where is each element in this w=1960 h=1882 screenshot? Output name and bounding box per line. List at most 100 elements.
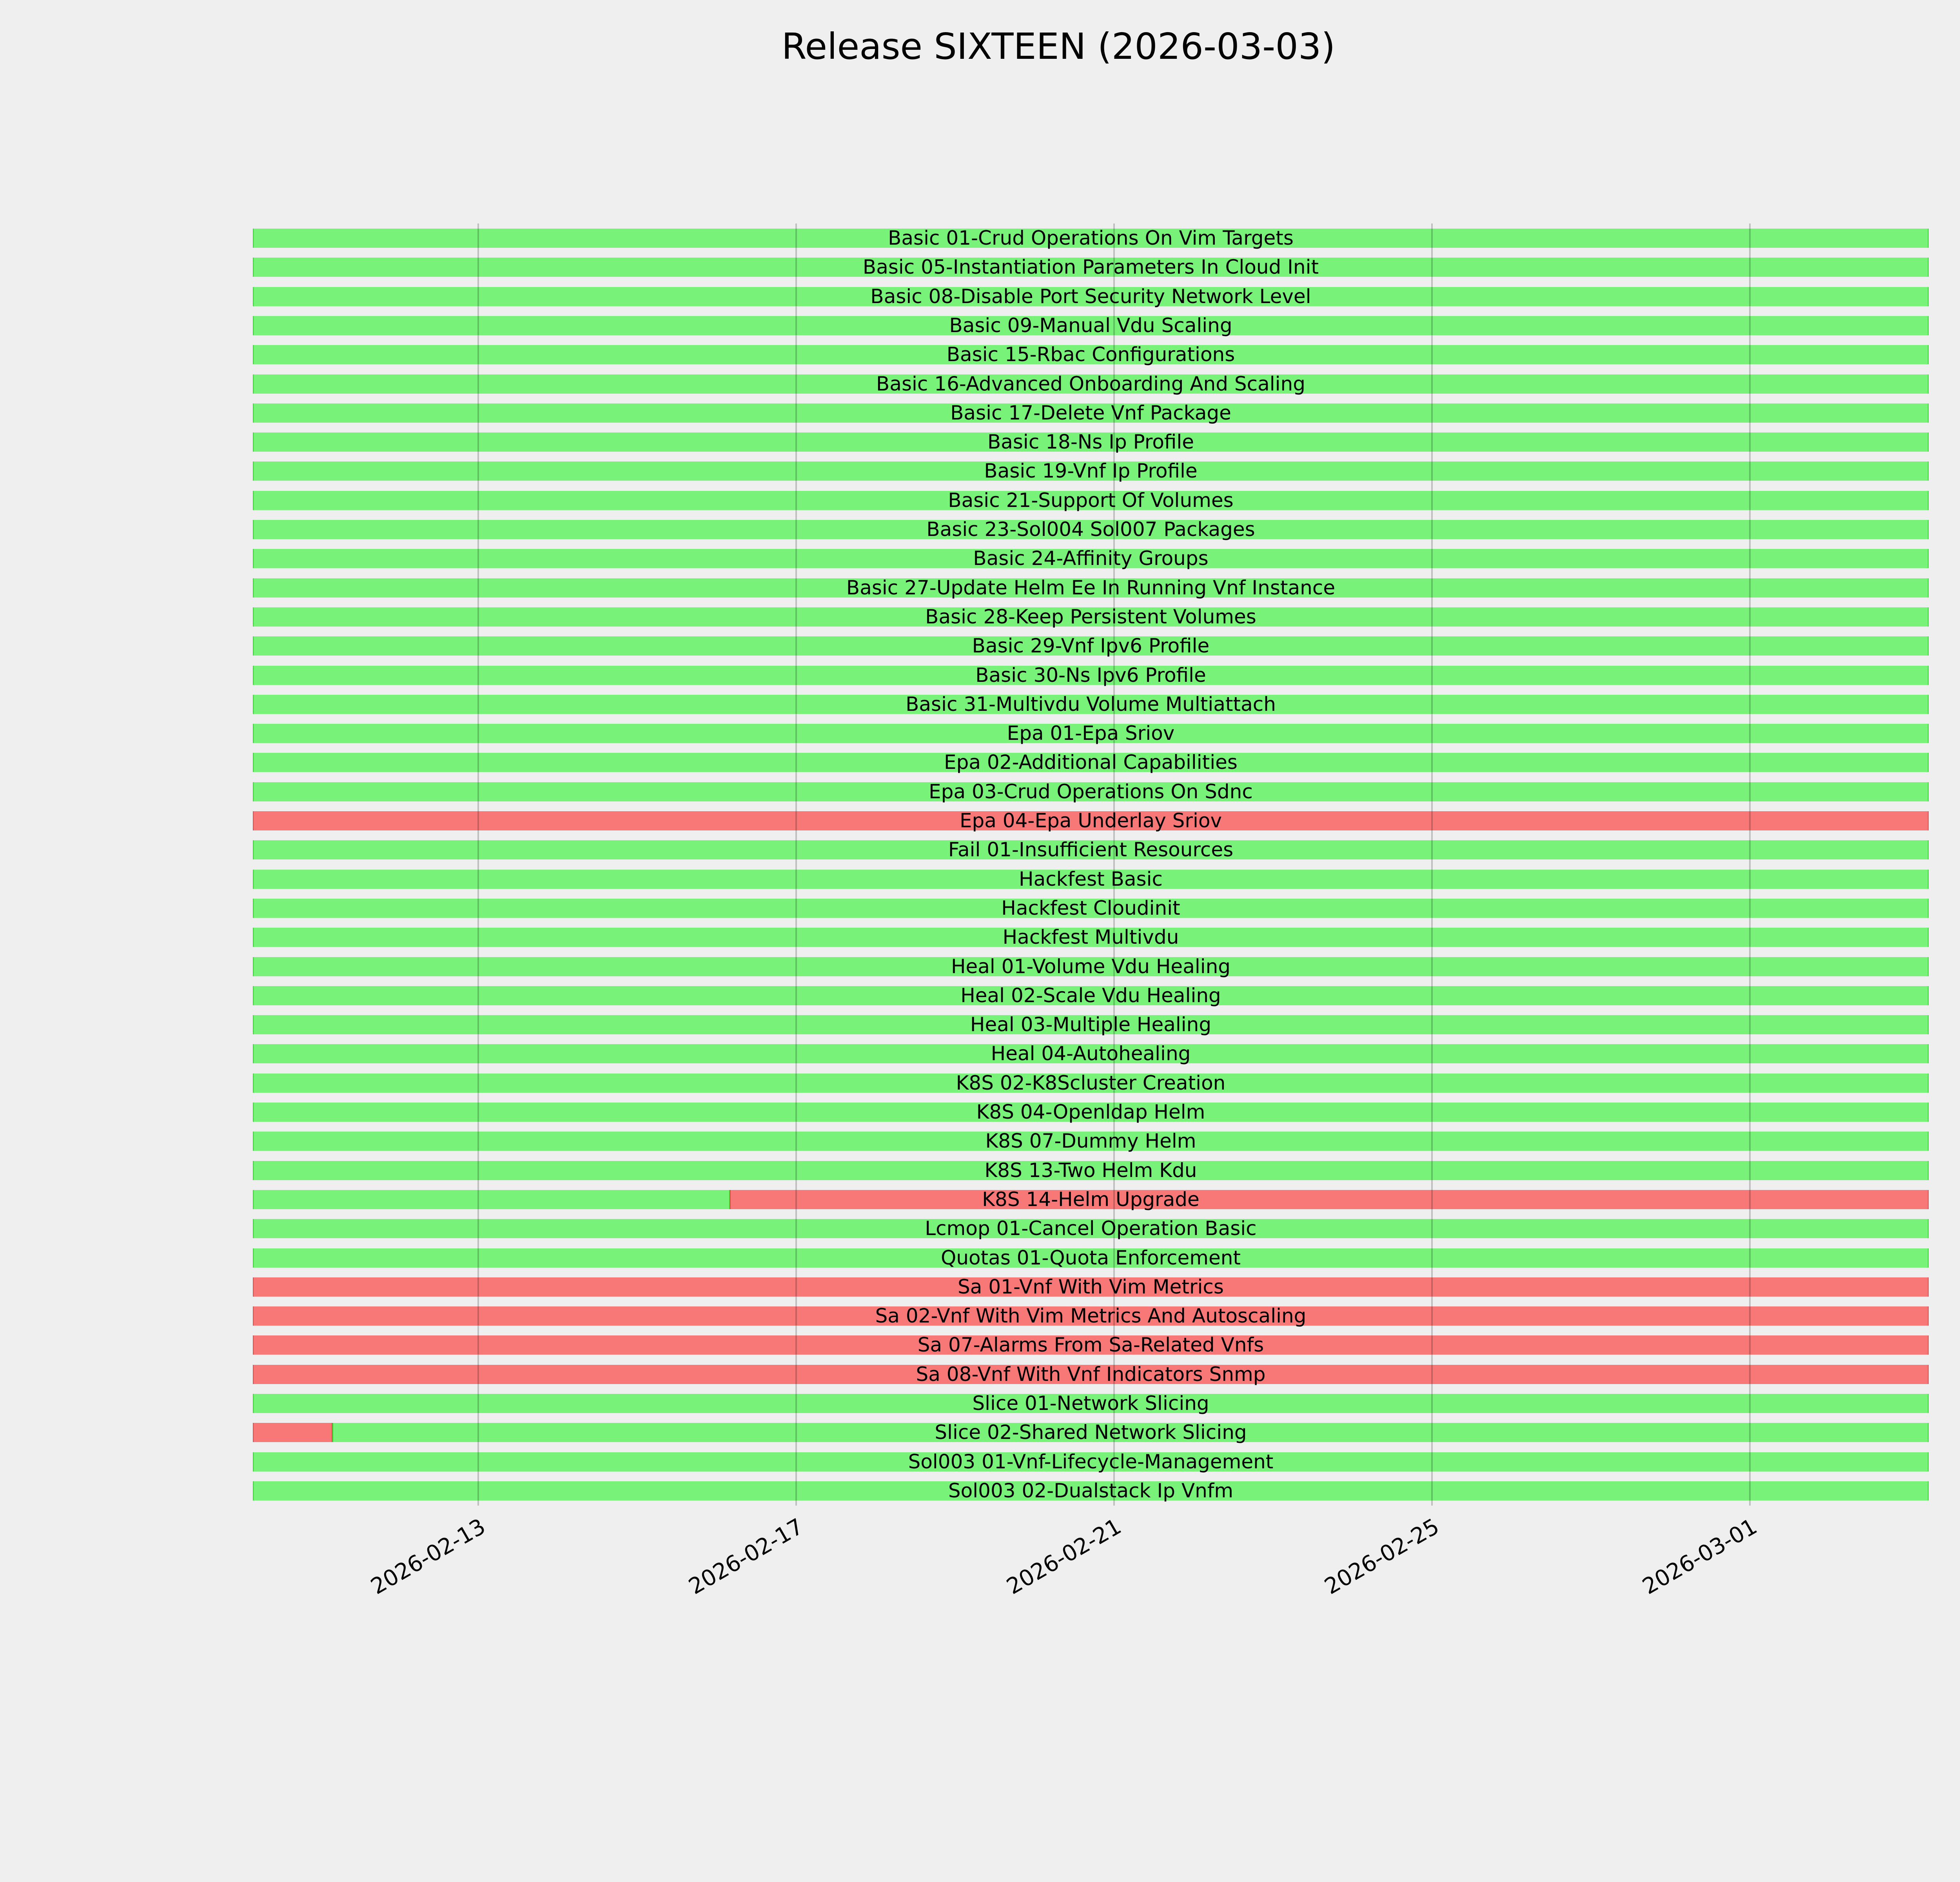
test-bar-label: K8S 04-Openldap Helm xyxy=(976,1101,1205,1123)
test-bar-segment-passing xyxy=(253,986,1929,1005)
test-bar-label: Sol003 02-Dualstack Ip Vnfm xyxy=(948,1479,1234,1502)
test-bar-label: Heal 01-Volume Vdu Healing xyxy=(951,955,1231,978)
x-tick-label: 2026-03-01 xyxy=(1638,1513,1762,1600)
test-bar-label: Sa 01-Vnf With Vim Metrics xyxy=(958,1275,1224,1298)
test-bar-label: Basic 28-Keep Persistent Volumes xyxy=(925,605,1256,628)
test-bar-segment-passing xyxy=(253,403,1929,423)
test-bar-label: Basic 23-Sol004 Sol007 Packages xyxy=(926,518,1255,541)
test-bar-segment-passing xyxy=(253,549,1929,569)
test-bar-label: Sa 07-Alarms From Sa-Related Vnfs xyxy=(917,1333,1264,1357)
test-bar-label: Fail 01-Insufficient Resources xyxy=(948,838,1234,861)
test-bar-label: Hackfest Cloudinit xyxy=(1001,896,1180,919)
test-bar-label: Basic 19-Vnf Ip Profile xyxy=(984,460,1198,483)
test-bar-segment-passing xyxy=(253,432,1929,452)
test-bar-label: Basic 08-Disable Port Security Network L… xyxy=(870,285,1311,308)
x-tick-label: 2026-02-17 xyxy=(684,1513,808,1600)
test-bar-segment-passing xyxy=(253,957,1929,976)
test-bar-segment-passing xyxy=(253,1219,1929,1239)
test-bar-segment-passing xyxy=(332,1423,1929,1442)
test-bar-segment-passing xyxy=(253,1161,1929,1180)
test-bar-segment-passing xyxy=(253,1248,1929,1268)
x-gridline xyxy=(477,223,479,1506)
test-bar-segment-failing xyxy=(253,1277,1929,1297)
test-bar-segment-passing xyxy=(253,694,1929,714)
test-bar-segment-passing xyxy=(253,461,1929,481)
test-bar-segment-failing xyxy=(730,1190,1929,1209)
test-bar-segment-passing xyxy=(253,898,1929,918)
test-bar-segment-passing xyxy=(253,578,1929,598)
test-bar-label: K8S 13-Two Helm Kdu xyxy=(984,1159,1197,1182)
test-bar-label: Basic 18-Ns Ip Profile xyxy=(987,431,1194,454)
test-bar-segment-passing xyxy=(253,928,1929,947)
test-bar-label: Basic 30-Ns Ipv6 Profile xyxy=(975,663,1206,687)
test-bar-segment-failing xyxy=(253,1423,332,1442)
test-bar-label: Basic 27-Update Helm Ee In Running Vnf I… xyxy=(846,576,1336,599)
test-bar-label: Epa 03-Crud Operations On Sdnc xyxy=(929,780,1253,803)
test-bar-label: Epa 04-Epa Underlay Sriov xyxy=(959,809,1222,832)
test-bar-segment-passing xyxy=(253,374,1929,394)
test-bar-label: Basic 16-Advanced Onboarding And Scaling xyxy=(876,372,1305,395)
test-bar-label: Slice 02-Shared Network Slicing xyxy=(935,1421,1247,1444)
test-bar-label: Epa 02-Additional Capabilities xyxy=(944,751,1238,774)
test-bar-segment-passing xyxy=(253,1452,1929,1471)
test-bar-segment-failing xyxy=(253,1306,1929,1326)
x-gridline xyxy=(1749,223,1751,1506)
x-gridline xyxy=(1431,223,1433,1506)
test-bar-label: Basic 01-Crud Operations On Vim Targets xyxy=(888,227,1294,249)
test-bar-label: Basic 09-Manual Vdu Scaling xyxy=(949,314,1232,337)
test-bar-segment-passing xyxy=(253,1481,1929,1501)
test-bar-segment-passing xyxy=(253,287,1929,306)
test-bar-segment-passing xyxy=(253,636,1929,656)
x-tick-label: 2026-02-25 xyxy=(1320,1513,1444,1600)
test-bar-segment-passing xyxy=(253,345,1929,365)
test-bar-label: K8S 02-K8Scluster Creation xyxy=(956,1071,1226,1094)
test-bar-label: Slice 01-Network Slicing xyxy=(972,1392,1209,1415)
test-bar-label: Basic 15-Rbac Configurations xyxy=(946,343,1235,366)
test-bar-segment-passing xyxy=(253,1132,1929,1151)
test-bar-segment-passing xyxy=(253,1190,730,1209)
test-bar-segment-passing xyxy=(253,782,1929,801)
test-bar-label: Basic 29-Vnf Ipv6 Profile xyxy=(972,634,1210,658)
x-gridline xyxy=(795,223,797,1506)
test-bar-segment-passing xyxy=(253,1073,1929,1093)
test-bar-label: Heal 04-Autohealing xyxy=(991,1042,1191,1065)
test-bar-segment-passing xyxy=(253,1015,1929,1035)
test-bar-segment-passing xyxy=(253,869,1929,889)
test-bar-segment-failing xyxy=(253,1364,1929,1384)
test-bar-label: Hackfest Multivdu xyxy=(1002,926,1179,949)
test-bar-label: K8S 14-Helm Upgrade xyxy=(982,1188,1200,1211)
chart-title: Release SIXTEEN (2026-03-03) xyxy=(781,25,1336,67)
test-bar-label: Heal 03-Multiple Healing xyxy=(970,1013,1212,1036)
test-bar-label: K8S 07-Dummy Helm xyxy=(985,1130,1196,1153)
test-bar-label: Basic 24-Affinity Groups xyxy=(973,547,1209,570)
test-bar-segment-passing xyxy=(253,665,1929,685)
test-bar-label: Sa 08-Vnf With Vnf Indicators Snmp xyxy=(916,1362,1266,1386)
test-bar-segment-passing xyxy=(253,520,1929,539)
test-bar-segment-failing xyxy=(253,1335,1929,1355)
test-bar-segment-passing xyxy=(253,490,1929,510)
x-tick-label: 2026-02-21 xyxy=(1002,1513,1126,1600)
test-bar-segment-failing xyxy=(253,811,1929,830)
test-bar-label: Quotas 01-Quota Enforcement xyxy=(940,1246,1241,1269)
test-bar-segment-passing xyxy=(253,1394,1929,1413)
test-bar-label: Basic 05-Instantiation Parameters In Clo… xyxy=(862,256,1319,279)
x-tick-label: 2026-02-13 xyxy=(367,1513,490,1600)
test-bar-segment-passing xyxy=(253,840,1929,860)
test-bar-label: Basic 21-Support Of Volumes xyxy=(948,489,1234,512)
test-bar-label: Lcmop 01-Cancel Operation Basic xyxy=(925,1217,1257,1240)
test-bar-segment-passing xyxy=(253,258,1929,277)
test-bar-label: Epa 01-Epa Sriov xyxy=(1007,722,1175,745)
test-bar-segment-passing xyxy=(253,316,1929,335)
test-bar-segment-passing xyxy=(253,753,1929,772)
test-bar-segment-passing xyxy=(253,229,1929,248)
test-bar-segment-passing xyxy=(253,1044,1929,1064)
test-bar-segment-passing xyxy=(253,1103,1929,1122)
test-bar-label: Basic 17-Delete Vnf Package xyxy=(950,401,1231,424)
test-bar-label: Sol003 01-Vnf-Lifecycle-Management xyxy=(908,1450,1274,1473)
test-bar-segment-passing xyxy=(253,607,1929,627)
test-bar-label: Heal 02-Scale Vdu Healing xyxy=(960,984,1221,1007)
test-bar-label: Basic 31-Multivdu Volume Multiattach xyxy=(906,692,1276,716)
x-gridline xyxy=(1113,223,1115,1506)
test-bar-label: Sa 02-Vnf With Vim Metrics And Autoscali… xyxy=(875,1304,1307,1328)
